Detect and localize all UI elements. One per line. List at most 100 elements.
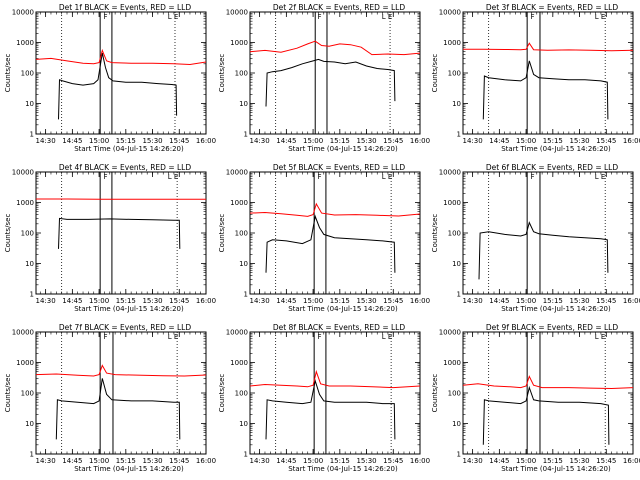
y-tick-label: 100 <box>21 390 34 398</box>
panel-title: Det 3f BLACK = Events, RED = LLD <box>486 3 619 12</box>
y-axis-label: Counts/sec <box>431 54 439 93</box>
x-tick-label: 16:00 <box>623 457 640 465</box>
y-tick-label: 100 <box>448 230 461 238</box>
y-axis-label: Counts/sec <box>4 374 12 413</box>
panel-8: Det 8f BLACK = Events, RED = LLD 1 10 100 10… <box>218 323 430 473</box>
marker-label: L <box>168 333 172 341</box>
marker-label: E <box>601 333 605 341</box>
marker-label: L <box>382 173 386 181</box>
panel-title: Det 9f BLACK = Events, RED = LLD <box>486 323 619 332</box>
x-axis-label: Start Time (04-Jul-15 14:26:20) <box>74 145 184 153</box>
marker-label: L <box>595 333 599 341</box>
y-tick-label: 10 <box>452 260 461 268</box>
y-tick-label: 1 <box>457 291 461 299</box>
y-tick-label: 10000 <box>226 329 248 337</box>
panel-6: Det 6f BLACK = Events, RED = LLD 1 10 100 10… <box>431 163 640 313</box>
y-tick-label: 10 <box>239 100 248 108</box>
series-group <box>250 40 420 107</box>
y-axis-label: Counts/sec <box>218 374 226 413</box>
marker-label: F <box>317 333 321 341</box>
panel-4: Det 4f BLACK = Events, RED = LLD 1 10 100 10… <box>4 163 216 313</box>
marker-label: E <box>174 13 178 21</box>
marker-label: E <box>601 173 605 181</box>
y-tick-label: 100 <box>235 230 248 238</box>
x-tick-label: 15:15 <box>116 457 136 465</box>
series-group <box>36 48 206 120</box>
x-axis-label: Start Time (04-Jul-15 14:26:20) <box>501 145 611 153</box>
marker-label: E <box>174 173 178 181</box>
x-tick-label: 15:30 <box>142 457 162 465</box>
x-tick-label: 15:00 <box>89 297 109 305</box>
series-lld-line <box>250 202 420 217</box>
x-tick-label: 15:15 <box>330 137 350 145</box>
y-tick-label: 10000 <box>439 169 461 177</box>
panel-title: Det 7f BLACK = Events, RED = LLD <box>59 323 192 332</box>
marker-label: L <box>382 333 386 341</box>
y-tick-label: 10 <box>25 420 34 428</box>
x-tick-label: 16:00 <box>623 137 640 145</box>
x-tick-label: 15:45 <box>596 457 616 465</box>
y-tick-label: 1000 <box>230 199 248 207</box>
marker-label: L <box>595 13 599 21</box>
y-axis-label: Counts/sec <box>431 214 439 253</box>
series-group <box>36 364 206 440</box>
y-tick-label: 1000 <box>443 199 461 207</box>
marker-label: E <box>174 333 178 341</box>
x-tick-label: 15:15 <box>116 297 136 305</box>
panel-title: Det 4f BLACK = Events, RED = LLD <box>59 163 192 172</box>
x-tick-label: 15:45 <box>383 297 403 305</box>
panel-9: Det 9f BLACK = Events, RED = LLD 1 10 100 10… <box>431 323 640 473</box>
x-tick-label: 15:00 <box>89 137 109 145</box>
x-tick-label: 14:30 <box>250 137 270 145</box>
series-events-line <box>482 60 609 120</box>
y-tick-label: 1000 <box>16 359 34 367</box>
series-group <box>250 369 420 440</box>
y-tick-label: 1 <box>30 291 34 299</box>
y-tick-label: 100 <box>235 70 248 78</box>
x-tick-label: 15:30 <box>142 137 162 145</box>
series-events-line <box>58 217 181 249</box>
x-tick-label: 15:00 <box>516 457 536 465</box>
y-tick-label: 1000 <box>230 39 248 47</box>
x-tick-label: 15:00 <box>303 137 323 145</box>
x-tick-label: 15:30 <box>569 137 589 145</box>
y-tick-label: 1 <box>244 131 248 139</box>
y-tick-label: 10 <box>239 260 248 268</box>
marker-label: F <box>530 173 534 181</box>
x-tick-label: 15:30 <box>356 457 376 465</box>
panel-7: Det 7f BLACK = Events, RED = LLD 1 10 100 10… <box>4 323 216 473</box>
marker-label: E <box>601 13 605 21</box>
y-tick-label: 1000 <box>443 39 461 47</box>
marker-label: F <box>317 13 321 21</box>
panel-5: Det 5f BLACK = Events, RED = LLD 1 10 100 10… <box>218 163 430 313</box>
marker-label: E <box>388 173 392 181</box>
x-tick-label: 14:45 <box>62 297 82 305</box>
x-tick-label: 15:00 <box>516 297 536 305</box>
x-tick-label: 16:00 <box>410 137 430 145</box>
panel-title: Det 1f BLACK = Events, RED = LLD <box>59 3 192 12</box>
x-tick-label: 14:45 <box>62 137 82 145</box>
x-tick-label: 15:15 <box>330 457 350 465</box>
x-tick-label: 15:15 <box>543 137 563 145</box>
y-tick-label: 10 <box>452 420 461 428</box>
y-tick-label: 1 <box>30 131 34 139</box>
x-tick-label: 16:00 <box>196 457 216 465</box>
x-tick-label: 14:45 <box>276 137 296 145</box>
series-group <box>36 198 206 249</box>
y-tick-label: 1 <box>30 451 34 459</box>
y-axis-label: Counts/sec <box>218 54 226 93</box>
marker-label: L <box>168 13 172 21</box>
x-tick-label: 15:30 <box>142 297 162 305</box>
y-tick-label: 10000 <box>12 329 34 337</box>
marker-label: F <box>530 13 534 21</box>
y-tick-label: 1 <box>244 451 248 459</box>
y-tick-label: 1000 <box>230 359 248 367</box>
series-lld-line <box>463 42 633 52</box>
y-tick-label: 100 <box>21 230 34 238</box>
x-tick-label: 14:45 <box>276 297 296 305</box>
y-tick-label: 10 <box>25 260 34 268</box>
marker-label: E <box>388 13 392 21</box>
series-events-line <box>265 214 396 273</box>
x-tick-label: 15:30 <box>356 297 376 305</box>
